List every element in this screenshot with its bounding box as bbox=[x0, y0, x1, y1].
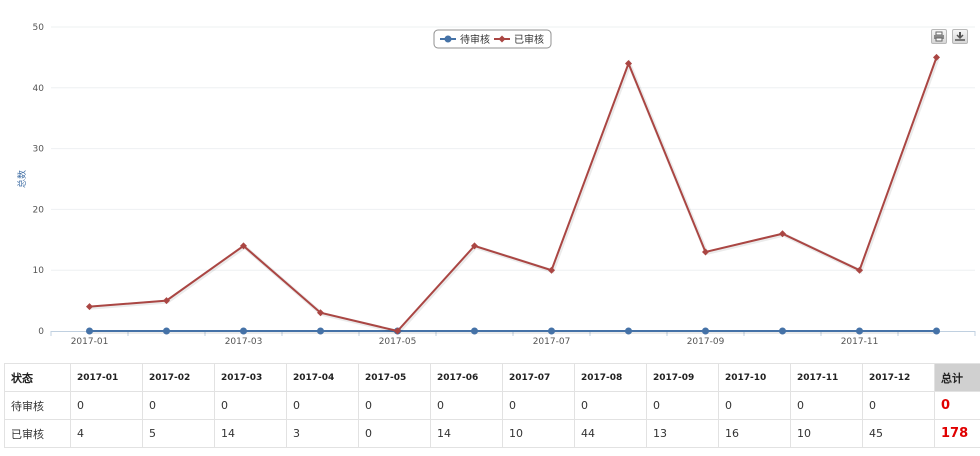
row-label: 待审核 bbox=[4, 391, 71, 420]
chart-svg: 0 10 20 30 40 50 2017-01 2017-03 2017-05 2017-07 2… bbox=[16, 23, 976, 347]
y-tick-label: 20 bbox=[33, 205, 45, 215]
table-cell: 0 bbox=[358, 391, 431, 420]
table-cell: 3 bbox=[286, 419, 359, 448]
series-line bbox=[89, 57, 938, 333]
table-cell: 0 bbox=[718, 391, 791, 420]
y-tick-label: 50 bbox=[33, 23, 45, 33]
data-point bbox=[394, 327, 401, 335]
table-row: 已审核 4 5 14 3 0 14 10 44 13 16 10 45 178 bbox=[4, 419, 980, 448]
legend-label: 已审核 bbox=[514, 33, 544, 46]
column-header: 2017-03 bbox=[214, 363, 287, 392]
data-point bbox=[471, 242, 478, 250]
table-cell: 14 bbox=[430, 419, 503, 448]
row-total: 0 bbox=[934, 391, 980, 420]
data-point bbox=[163, 327, 170, 335]
column-header: 2017-12 bbox=[862, 363, 935, 392]
table-cell: 0 bbox=[358, 419, 431, 448]
printer-icon bbox=[934, 31, 944, 42]
table-cell: 0 bbox=[70, 391, 143, 420]
data-point bbox=[86, 303, 93, 311]
x-tick-label: 2017-11 bbox=[841, 337, 879, 347]
data-point bbox=[856, 266, 863, 274]
data-point bbox=[779, 327, 786, 335]
print-button[interactable] bbox=[931, 29, 947, 44]
column-header: 2017-08 bbox=[574, 363, 647, 392]
row-label: 已审核 bbox=[4, 419, 71, 448]
data-point bbox=[163, 297, 170, 305]
y-axis-label: 总数 bbox=[16, 170, 28, 188]
table-cell: 0 bbox=[286, 391, 359, 420]
table-cell: 0 bbox=[430, 391, 503, 420]
y-tick-label: 0 bbox=[38, 327, 44, 337]
table-cell: 4 bbox=[70, 419, 143, 448]
download-button[interactable] bbox=[952, 29, 968, 44]
table-cell: 0 bbox=[214, 391, 287, 420]
data-point bbox=[625, 59, 632, 67]
x-tick-label: 2017-01 bbox=[71, 337, 109, 347]
column-header: 2017-07 bbox=[502, 363, 575, 392]
table-cell: 0 bbox=[574, 391, 647, 420]
column-header: 2017-09 bbox=[646, 363, 719, 392]
table-cell: 45 bbox=[862, 419, 935, 448]
line-chart: 0 10 20 30 40 50 2017-01 2017-03 2017-05 2017-07 2… bbox=[16, 23, 976, 347]
table-header-row: 状态 2017-01 2017-02 2017-03 2017-04 2017-05 20… bbox=[4, 363, 980, 392]
column-header: 2017-06 bbox=[430, 363, 503, 392]
table-cell: 0 bbox=[862, 391, 935, 420]
status-header: 状态 bbox=[4, 363, 71, 392]
table-cell: 14 bbox=[214, 419, 287, 448]
x-tick-label: 2017-03 bbox=[225, 337, 263, 347]
table-cell: 0 bbox=[646, 391, 719, 420]
data-point bbox=[471, 327, 478, 335]
table-cell: 0 bbox=[790, 391, 863, 420]
data-point bbox=[240, 242, 247, 250]
table-cell: 0 bbox=[142, 391, 215, 420]
data-point bbox=[240, 327, 247, 335]
download-icon bbox=[955, 32, 965, 41]
table-cell: 16 bbox=[718, 419, 791, 448]
column-header: 2017-11 bbox=[790, 363, 863, 392]
x-tick-label: 2017-09 bbox=[687, 337, 725, 347]
series-shadow bbox=[90, 57, 940, 335]
column-header: 2017-05 bbox=[358, 363, 431, 392]
data-point bbox=[702, 248, 709, 256]
legend-marker bbox=[498, 35, 506, 43]
table-cell: 13 bbox=[646, 419, 719, 448]
legend-marker bbox=[444, 35, 452, 43]
table-cell: 44 bbox=[574, 419, 647, 448]
column-header: 2017-04 bbox=[286, 363, 359, 392]
data-point bbox=[317, 327, 324, 335]
data-point bbox=[548, 266, 555, 274]
legend-box bbox=[433, 29, 552, 49]
data-table: 状态 2017-01 2017-02 2017-03 2017-04 2017-05 20… bbox=[4, 363, 980, 448]
y-tick-label: 10 bbox=[33, 266, 45, 276]
y-tick-label: 40 bbox=[33, 84, 45, 94]
data-point bbox=[625, 327, 632, 335]
legend-label: 待审核 bbox=[460, 33, 490, 46]
data-point bbox=[548, 327, 555, 335]
table-cell: 10 bbox=[502, 419, 575, 448]
data-point bbox=[779, 230, 786, 238]
table-cell: 10 bbox=[790, 419, 863, 448]
data-point bbox=[86, 327, 93, 335]
table-body: 待审核 0 0 0 0 0 0 0 0 0 0 0 0 0 已审核 4 5 14 3 0 14 10 44 13 16 10 45 1… bbox=[4, 391, 980, 448]
column-header: 2017-02 bbox=[142, 363, 215, 392]
data-point bbox=[933, 327, 940, 335]
row-total: 178 bbox=[934, 419, 980, 448]
column-header: 2017-10 bbox=[718, 363, 791, 392]
x-tick-label: 2017-07 bbox=[533, 337, 571, 347]
total-header: 总计 bbox=[934, 363, 980, 392]
data-point bbox=[317, 309, 324, 317]
table-cell: 5 bbox=[142, 419, 215, 448]
column-header: 2017-01 bbox=[70, 363, 143, 392]
data-point bbox=[702, 327, 709, 335]
table-row: 待审核 0 0 0 0 0 0 0 0 0 0 0 0 0 bbox=[4, 391, 980, 420]
data-point bbox=[856, 327, 863, 335]
data-point bbox=[933, 53, 940, 61]
x-tick-label: 2017-05 bbox=[379, 337, 417, 347]
table-cell: 0 bbox=[502, 391, 575, 420]
y-tick-label: 30 bbox=[33, 145, 45, 155]
